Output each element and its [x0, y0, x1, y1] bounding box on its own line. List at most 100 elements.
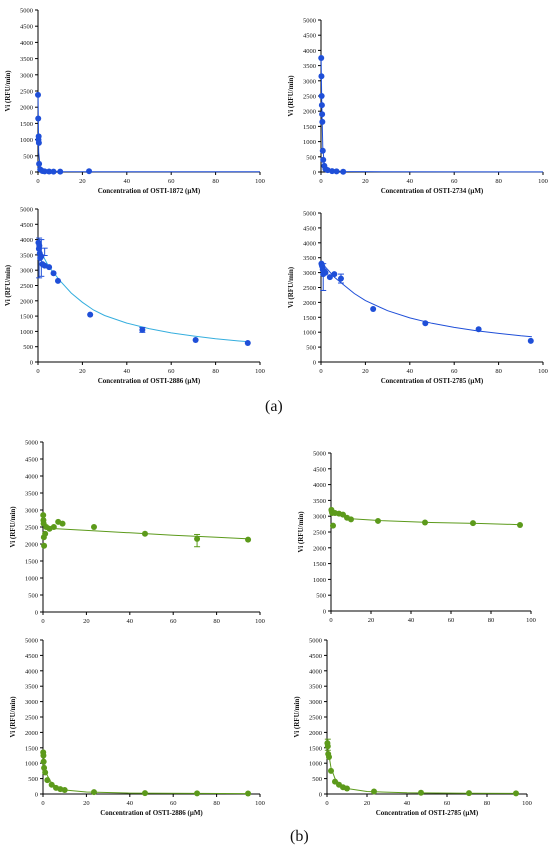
x-tick-label: 0	[329, 617, 332, 624]
data-point	[245, 536, 252, 543]
y-tick-label: 3000	[303, 270, 316, 277]
y-tick-label: 2000	[303, 109, 316, 116]
y-tick-label: 0	[313, 170, 316, 177]
y-tick-label: 2000	[309, 730, 322, 737]
y-tick-label: 2000	[303, 300, 316, 307]
y-tick-label: 4000	[25, 668, 38, 675]
y-tick-label: 3500	[303, 255, 316, 262]
y-tick-label: 1000	[303, 139, 316, 146]
y-tick-label: 5000	[303, 18, 316, 25]
y-tick-label: 500	[306, 345, 316, 352]
y-tick-label: 5000	[309, 638, 322, 645]
data-point	[320, 156, 327, 163]
data-point	[370, 305, 377, 312]
y-tick-label: 2000	[313, 545, 326, 552]
x-tick-label: 40	[124, 178, 131, 185]
x-axis-label: Concentration of OSTI-2785 (μM)	[381, 377, 484, 385]
x-tick-label: 80	[213, 618, 220, 625]
data-point	[318, 55, 325, 61]
data-point	[375, 517, 381, 524]
y-tick-label: 2000	[25, 542, 38, 549]
x-tick-label: 0	[325, 800, 328, 807]
data-point	[50, 270, 57, 277]
y-tick-label: 3000	[309, 699, 322, 706]
y-tick-label: 2500	[309, 715, 322, 722]
x-tick-label: 0	[41, 800, 44, 807]
y-tick-label: 1500	[20, 314, 33, 321]
data-point	[328, 767, 334, 774]
y-tick-label: 500	[23, 153, 33, 160]
fit-curve	[37, 97, 261, 173]
data-point	[326, 274, 333, 281]
x-tick-label: 60	[451, 368, 458, 375]
x-tick-label: 40	[407, 178, 414, 185]
fit-curve	[320, 261, 532, 338]
panel-label-b: (b)	[290, 828, 309, 845]
y-tick-label: 4000	[303, 240, 316, 247]
x-tick-label: 100	[522, 800, 532, 807]
y-axis-label: Vi (RFU/min)	[9, 506, 17, 548]
x-tick-label: 20	[362, 368, 369, 375]
data-point	[348, 516, 354, 523]
y-tick-label: 1000	[303, 330, 316, 337]
data-point	[87, 311, 94, 318]
y-tick-label: 0	[313, 360, 316, 367]
y-tick-label: 1000	[25, 576, 38, 583]
x-tick-label: 60	[448, 617, 455, 624]
fit-curve	[320, 56, 544, 173]
data-point	[517, 522, 523, 529]
y-tick-label: 5000	[25, 638, 38, 645]
data-point	[422, 320, 429, 327]
data-point	[59, 520, 66, 527]
panel-label-a: (a)	[265, 398, 283, 415]
y-tick-label: 1500	[303, 315, 316, 322]
data-point	[141, 530, 148, 537]
x-tick-label: 100	[255, 618, 265, 625]
x-tick-label: 40	[127, 800, 134, 807]
x-tick-label: 100	[255, 800, 265, 807]
y-tick-label: 2500	[25, 715, 38, 722]
y-tick-label: 3500	[303, 63, 316, 70]
y-tick-label: 4500	[313, 466, 326, 473]
data-point	[41, 764, 48, 771]
x-tick-label: 100	[538, 178, 548, 185]
x-tick-label: 60	[168, 368, 175, 375]
data-point	[40, 512, 47, 519]
chart-a3: 0500100015002000250030003500400045005000…	[4, 207, 265, 386]
y-tick-label: 4000	[25, 474, 38, 481]
chart-b2: 0500100015002000250030003500400045005000…	[297, 451, 536, 625]
data-point	[50, 168, 57, 175]
y-axis-label: Vi (RFU/min)	[297, 511, 305, 553]
y-tick-label: 2500	[303, 94, 316, 101]
y-tick-label: 2500	[25, 525, 38, 532]
x-tick-label: 40	[407, 368, 414, 375]
x-tick-label: 40	[127, 618, 134, 625]
x-tick-label: 40	[124, 368, 131, 375]
x-tick-label: 60	[444, 800, 451, 807]
x-tick-label: 60	[451, 178, 458, 185]
x-tick-label: 20	[79, 368, 86, 375]
x-tick-label: 60	[170, 618, 177, 625]
y-tick-label: 0	[323, 609, 326, 616]
x-tick-label: 20	[362, 178, 369, 185]
x-tick-label: 100	[538, 368, 548, 375]
y-tick-label: 4500	[20, 222, 33, 229]
x-tick-label: 100	[255, 368, 265, 375]
y-tick-label: 1000	[25, 761, 38, 768]
data-point	[42, 769, 49, 776]
data-point	[61, 786, 68, 793]
x-tick-label: 100	[255, 178, 265, 185]
y-tick-label: 0	[319, 792, 322, 799]
data-point	[466, 790, 472, 797]
data-point	[38, 253, 45, 260]
data-point	[527, 337, 534, 344]
y-axis-label: Vi (RFU/min)	[293, 696, 301, 738]
y-axis-label: Vi (RFU/min)	[4, 70, 12, 112]
x-axis-label: Concentration of OSTI-2886 (μM)	[98, 377, 201, 385]
data-point	[244, 340, 251, 347]
y-tick-label: 3000	[20, 268, 33, 275]
y-tick-label: 4500	[309, 653, 322, 660]
data-point	[36, 242, 43, 249]
fit-curve	[326, 741, 518, 794]
data-point	[35, 139, 42, 146]
